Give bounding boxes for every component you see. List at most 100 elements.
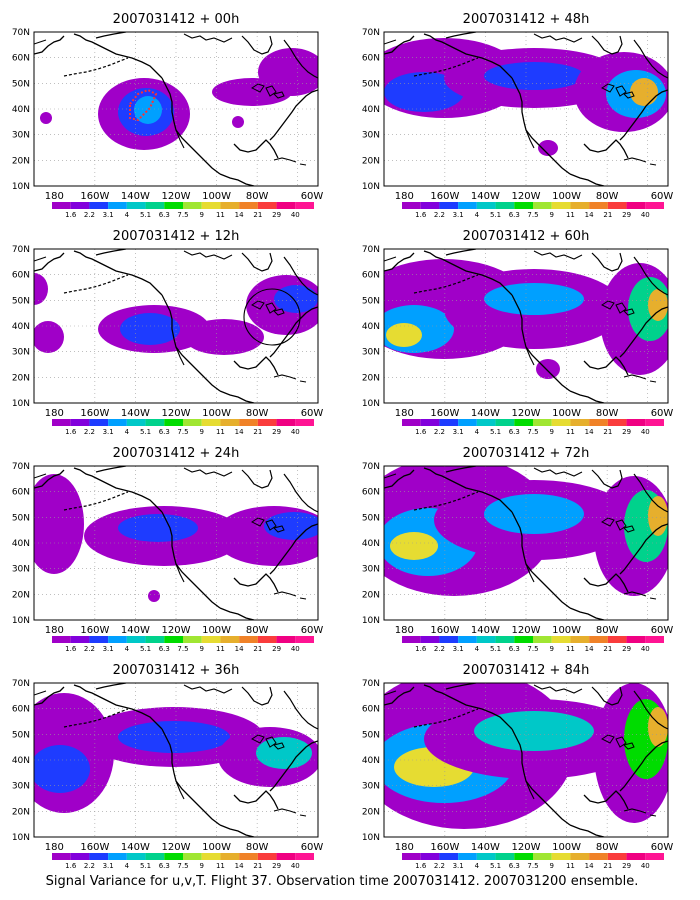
colorbar-segment: [476, 636, 496, 643]
colorbar-segment: [295, 853, 314, 860]
lat-tick-label: 10N: [362, 616, 380, 626]
colorbar-segment: [126, 419, 146, 426]
lat-tick-label: 40N: [362, 322, 380, 332]
lat-tick-label: 30N: [12, 782, 30, 792]
lon-tick-label: 160W: [430, 408, 459, 419]
lon-tick-label: 180: [45, 191, 64, 202]
colorbar-segment: [70, 636, 90, 643]
map-panel-84h: 2007031412 + 84h 10N 20N 30N 40N 50N 60N 70N 180…: [362, 663, 674, 870]
lat-tick-label: 70N: [12, 245, 30, 255]
colorbar-label: 11: [216, 211, 225, 219]
colorbar-label: 11: [216, 428, 225, 436]
colorbar-segment: [420, 636, 440, 643]
colorbar-segment: [108, 419, 127, 426]
colorbar-segment: [257, 419, 277, 426]
colorbar-label: 4: [475, 211, 480, 219]
lat-tick-label: 40N: [362, 756, 380, 766]
variance-contour: [648, 289, 668, 321]
colorbar-label: 4: [125, 645, 130, 653]
colorbar-segment: [276, 853, 296, 860]
colorbar-label: 9: [199, 211, 203, 219]
colorbar-segment: [239, 853, 258, 860]
colorbar-label: 11: [566, 862, 575, 870]
colorbar-segment: [108, 202, 127, 209]
colorbar-segment: [183, 636, 202, 643]
colorbar-label: 5.1: [490, 645, 501, 653]
colorbar-label: 7.5: [177, 428, 188, 436]
lon-tick-label: 120W: [162, 625, 191, 636]
colorbar-label: 40: [641, 428, 650, 436]
colorbar-label: 9: [199, 428, 203, 436]
variance-contour: [648, 496, 668, 536]
colorbar-label: 3.1: [103, 211, 114, 219]
colorbar-label: 2.2: [84, 428, 95, 436]
colorbar-label: 2.2: [434, 862, 445, 870]
colorbar-segment: [476, 419, 496, 426]
colorbar-label: 3.1: [453, 862, 464, 870]
colorbar-segment: [257, 636, 277, 643]
figure-caption: Signal Variance for u,v,T. Flight 37. Ob…: [46, 874, 639, 889]
colorbar-segment: [514, 853, 533, 860]
colorbar-label: 9: [199, 862, 203, 870]
colorbar-segment: [458, 636, 477, 643]
lat-tick-label: 30N: [12, 348, 30, 358]
colorbar-label: 3.1: [453, 645, 464, 653]
colorbar-label: 14: [585, 428, 594, 436]
colorbar-segment: [439, 636, 459, 643]
colorbar-label: 3.1: [453, 211, 464, 219]
colorbar-segment: [108, 636, 127, 643]
variance-contour: [256, 737, 312, 769]
variance-contour: [264, 512, 318, 540]
colorbar-segment: [201, 419, 221, 426]
colorbar-segment: [70, 419, 90, 426]
lat-tick-label: 10N: [362, 399, 380, 409]
colorbar-segment: [458, 202, 477, 209]
colorbar-label: 21: [603, 428, 612, 436]
lon-tick-label: 160W: [430, 191, 459, 202]
colorbar-segment: [533, 636, 552, 643]
lat-tick-label: 40N: [12, 105, 30, 115]
variance-contour: [390, 532, 438, 560]
colorbar-segment: [402, 636, 421, 643]
map-area: [34, 683, 318, 837]
colorbar-segment: [551, 853, 571, 860]
lat-tick-label: 50N: [362, 513, 380, 523]
colorbar-label: 1.6: [415, 428, 427, 436]
map-panel-60h: 2007031412 + 60h 10N 20N 30N 40N 50N 60N 70N 180…: [362, 229, 674, 436]
lat-tick-label: 70N: [362, 28, 380, 38]
colorbar-segment: [257, 853, 277, 860]
colorbar-segment: [476, 202, 496, 209]
colorbar-segment: [295, 636, 314, 643]
lat-tick-label: 70N: [362, 245, 380, 255]
colorbar-label: 11: [216, 862, 225, 870]
colorbar-segment: [257, 202, 277, 209]
colorbar-label: 14: [585, 862, 594, 870]
colorbar-label: 29: [272, 428, 281, 436]
colorbar-segment: [201, 636, 221, 643]
colorbar-label: 7.5: [527, 211, 538, 219]
colorbar-label: 6.3: [159, 862, 170, 870]
colorbar-label: 7.5: [177, 211, 188, 219]
colorbar-label: 1.6: [415, 862, 427, 870]
lon-tick-label: 160W: [80, 842, 109, 853]
colorbar-label: 2.2: [84, 645, 95, 653]
colorbar-label: 29: [622, 211, 631, 219]
lat-tick-label: 70N: [12, 679, 30, 689]
colorbar-label: 29: [272, 211, 281, 219]
colorbar-label: 2.2: [434, 428, 445, 436]
lat-tick-label: 60N: [12, 271, 30, 281]
colorbar-segment: [164, 853, 183, 860]
lat-tick-label: 20N: [362, 373, 380, 383]
lat-tick-label: 30N: [362, 782, 380, 792]
colorbar-label: 11: [216, 645, 225, 653]
lon-tick-label: 180: [45, 842, 64, 853]
colorbar-segment: [626, 853, 646, 860]
lat-tick-label: 20N: [12, 590, 30, 600]
panel-title: 2007031412 + 00h: [113, 12, 240, 27]
colorbar-segment: [183, 853, 202, 860]
lon-tick-label: 160W: [80, 191, 109, 202]
lat-tick-label: 50N: [362, 730, 380, 740]
variance-contour: [484, 62, 584, 90]
colorbar-segment: [495, 636, 515, 643]
map-frame: [383, 465, 669, 621]
